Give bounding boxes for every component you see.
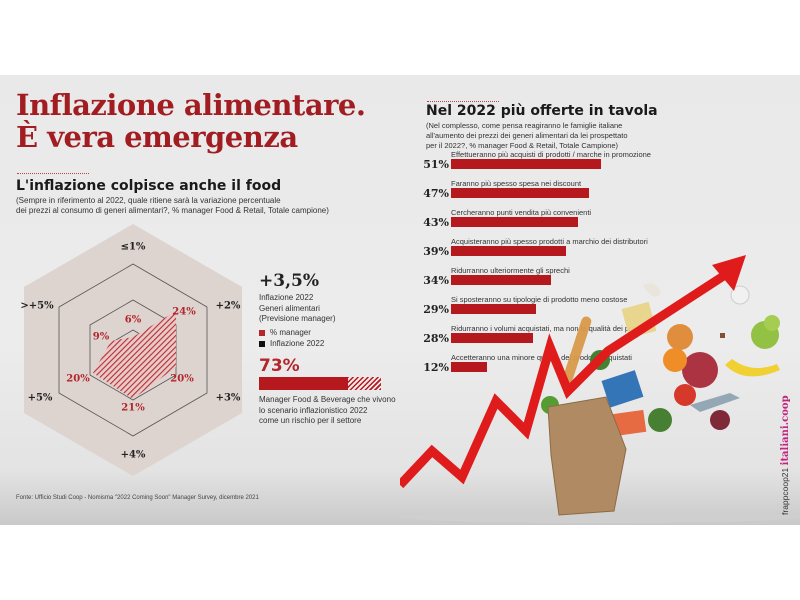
left-subtitle-line-2: dei prezzi al consumo di generi alimenta… [16,206,329,215]
radar-axis-label: ≤1% [120,241,146,253]
right-subtitle-line-2: all'aumento dei prezzi dei generi alimen… [426,131,628,140]
bar-value: 47% [423,187,449,200]
credit-brand: italiani.coop [780,395,791,466]
radar-value: 20% [170,373,194,385]
forecast-line-3: (Previsione manager) [259,314,336,323]
legend-label: Inflazione 2022 [270,339,325,348]
arrow-head [712,255,746,291]
radar-axis-label: +2% [215,300,241,312]
bar [451,362,487,372]
bar-value: 43% [423,216,449,229]
radar-chart [24,224,242,476]
arrow-line [400,271,728,489]
right-subtitle-line-1: (Nel complesso, come pensa reagiranno le… [426,121,623,130]
title-line-1: Inflazione alimentare. [16,88,366,122]
risk-line-3: come un rischio per il settore [259,416,362,425]
bar-label: Acquisteranno più spesso prodotti a marc… [451,237,648,246]
radar-axis-label: +5% [27,392,53,404]
title-line-2: È vera emergenza [16,120,298,154]
heading-divider [427,101,499,102]
risk-bar-filled [259,377,348,390]
legend-swatch-black [259,340,265,347]
bar-value: 12% [423,361,449,374]
bar-value: 28% [423,332,449,345]
heading-divider [17,173,89,174]
forecast-line-2: Generi alimentari [259,303,320,313]
bar-label: Ridurranno ulteriormente gli sprechi [451,266,570,275]
forecast-line-1: Inflazione 2022 [259,293,314,302]
radar-value: 6% [124,314,142,326]
right-heading: Nel 2022 più offerte in tavola [426,103,658,119]
credit: frappcoop21 italiani.coop [780,395,791,515]
risk-line-2: lo scenario inflazionistico 2022 [259,405,368,415]
right-subtitle: (Nel complesso, come pensa reagiranno le… [426,121,628,151]
right-subtitle-line-3: per il 2022?, % manager Food & Retail, T… [426,141,619,150]
radar-axis-label: >+5% [20,300,54,312]
bar [451,304,536,314]
bar-label: Accetteranno una minore qualità dei prod… [451,353,632,362]
left-heading: L'inflazione colpisce anche il food [16,178,282,194]
source-note: Fonte: Ufficio Studi Coop - Nomisma "202… [16,495,259,501]
left-subtitle: (Sempre in riferimento al 2022, quale ri… [16,196,329,216]
risk-percentage: 73% [259,356,300,376]
bar [451,188,589,198]
left-subtitle-line-1: (Sempre in riferimento al 2022, quale ri… [16,196,281,205]
bar-value: 34% [423,274,449,287]
risk-description: Manager Food & Beverage che vivono lo sc… [259,395,396,427]
legend-swatch-red [259,329,265,336]
risk-bar-remainder [348,377,381,390]
legend-item-inflation: Inflazione 2022 [259,339,324,348]
rising-arrow-illustration [400,255,800,523]
bar [451,333,533,343]
radar-value: 21% [121,402,145,414]
bar-label: Ridurranno i volumi acquistati, ma non l… [451,324,650,333]
radar-axis-label: +3% [215,392,241,404]
paper-bag [547,396,627,516]
radar-data-area [93,311,176,399]
legend-item-manager: % manager [259,328,311,337]
bar-value: 51% [423,158,449,171]
forecast-description: Inflazione 2022 Generi alimentari (Previ… [259,293,335,325]
bar [451,217,578,227]
radar-axis-label: +4% [120,449,146,461]
bar-label: Si sposteranno su tipologie di prodotto … [451,295,628,304]
legend-label: % manager [270,328,311,337]
forecast-value: +3,5% [259,271,319,291]
bar-value: 29% [423,303,449,316]
bar [451,275,551,285]
credit-prefix: frappcoop21 [780,467,790,515]
bar-label: Cercheranno punti vendita più convenient… [451,208,592,217]
bar-label: Effettueranno più acquisti di prodotti /… [451,150,651,159]
bar [451,246,566,256]
infographic: Inflazione alimentare. È vera emergenza … [0,75,800,525]
bar-value: 39% [423,245,449,258]
radar-value: 9% [92,331,110,343]
radar-value: 20% [66,373,90,385]
risk-line-1: Manager Food & Beverage che vivono [259,395,396,404]
main-title: Inflazione alimentare. È vera emergenza [16,88,366,154]
bar [451,159,601,169]
radar-value: 24% [172,306,196,318]
bar-label: Faranno più spesso spesa nei discount [451,179,582,188]
